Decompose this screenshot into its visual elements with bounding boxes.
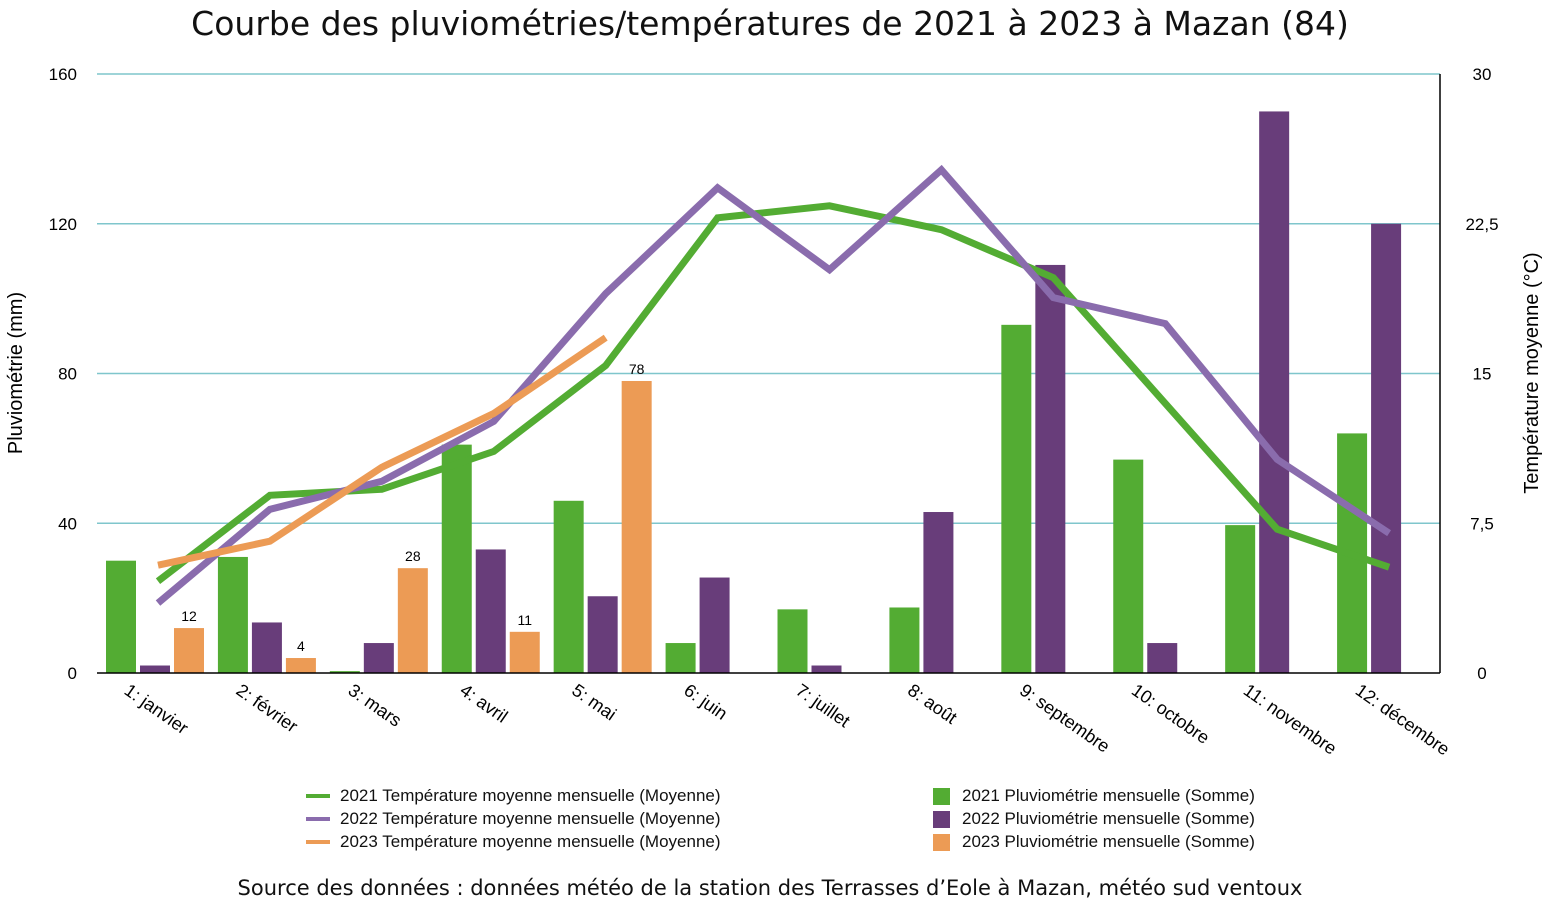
bar (1225, 525, 1256, 673)
data-label: 12 (181, 608, 197, 624)
legend-box-swatch (933, 833, 950, 851)
bar (587, 596, 618, 673)
bar (1259, 111, 1290, 673)
bar (217, 556, 248, 673)
legend-label: 2023 Pluviométrie mensuelle (Somme) (962, 832, 1255, 851)
bar (811, 665, 842, 673)
bar (1035, 264, 1066, 673)
y2-tick-label: 7,5 (1470, 514, 1494, 533)
y2-tick-label: 0 (1477, 664, 1486, 683)
x-tick-label: 9: septembre (1016, 680, 1114, 757)
legend-item: 2023 Température moyenne mensuelle (Moye… (306, 831, 721, 853)
data-label: 4 (297, 638, 305, 654)
x-tick-label: 7: juillet (792, 680, 853, 731)
temperature-lines (155, 164, 1392, 606)
bar (441, 444, 472, 673)
legend-item: 2021 Pluviométrie mensuelle (Somme) (933, 785, 1255, 807)
y-tick-label: 40 (58, 514, 77, 533)
temperature-line (157, 334, 608, 569)
x-tick-label: 8: août (904, 680, 961, 728)
y-axis-label: Pluviométrie (mm) (5, 292, 27, 454)
legend-line-swatch (306, 840, 330, 844)
bar (553, 500, 584, 673)
legend-item: 2022 Pluviométrie mensuelle (Somme) (933, 808, 1255, 830)
legend-item: 2023 Pluviométrie mensuelle (Somme) (933, 831, 1255, 853)
bar (106, 560, 136, 673)
bar (329, 671, 360, 673)
bars (106, 111, 1402, 673)
y-tick-label: 120 (49, 215, 77, 234)
bar (475, 549, 506, 673)
legend-line-swatch (306, 817, 330, 821)
data-label: 78 (629, 361, 645, 377)
legend-label: 2022 Pluviométrie mensuelle (Somme) (962, 809, 1255, 828)
x-tick-label: 11: novembre (1240, 680, 1341, 759)
bar (621, 380, 652, 673)
x-tick-label: 12: décembre (1352, 680, 1454, 760)
bar (1001, 324, 1032, 673)
bar (1371, 223, 1402, 673)
data-labels: 12 4 28 11 78 (181, 361, 644, 654)
bar (140, 665, 170, 673)
x-tick-label: 3: mars (345, 680, 406, 731)
legend-box-swatch (933, 810, 950, 828)
gridlines (97, 73, 1440, 524)
legend-box-swatch (933, 787, 950, 805)
temperature-line (155, 164, 1392, 606)
legend-item: 2022 Température moyenne mensuelle (Moye… (306, 808, 721, 830)
bar (397, 568, 428, 673)
bar (1113, 459, 1144, 673)
bar (285, 658, 316, 673)
bar (777, 609, 808, 673)
y2-tick-label: 15 (1473, 365, 1492, 384)
y-tick-label: 80 (58, 365, 77, 384)
bar (665, 643, 696, 673)
y-tick-label: 0 (68, 664, 77, 683)
bar (363, 643, 394, 673)
legend-item: 2021 Température moyenne mensuelle (Moye… (306, 785, 721, 807)
bar (889, 607, 920, 673)
x-tick-label: 4: avril (456, 680, 511, 727)
x-tick-label: 10: octobre (1128, 680, 1213, 748)
x-tick-label: 5: mai (568, 680, 620, 725)
y-tick-label: 160 (49, 65, 77, 84)
legend-label: 2021 Pluviométrie mensuelle (Somme) (962, 786, 1255, 805)
bar (1147, 643, 1178, 673)
legend-label: 2023 Température moyenne mensuelle (Moye… (340, 832, 721, 851)
x-tick-label: 6: juin (680, 680, 731, 724)
data-label: 28 (405, 548, 421, 564)
bar (923, 512, 954, 673)
y2-axis-label: Température moyenne (°C) (1521, 252, 1543, 493)
x-tick-label: 1: janvier (121, 680, 192, 738)
bar (699, 577, 730, 673)
x-tick-label: 2: février (233, 680, 302, 737)
data-label: 11 (517, 612, 532, 628)
y2-tick-label: 30 (1473, 65, 1492, 84)
chart-title: Courbe des pluviométries/températures de… (191, 4, 1349, 43)
legend-label: 2022 Température moyenne mensuelle (Moye… (340, 809, 721, 828)
bar (251, 622, 282, 673)
legend-label: 2021 Température moyenne mensuelle (Moye… (340, 786, 721, 805)
bar (509, 631, 540, 673)
source-note: Source des données : données météo de la… (237, 876, 1303, 900)
y2-tick-label: 22,5 (1465, 215, 1498, 234)
bar (174, 628, 204, 673)
temperature-line (155, 202, 1391, 584)
legend-line-swatch (306, 794, 330, 798)
